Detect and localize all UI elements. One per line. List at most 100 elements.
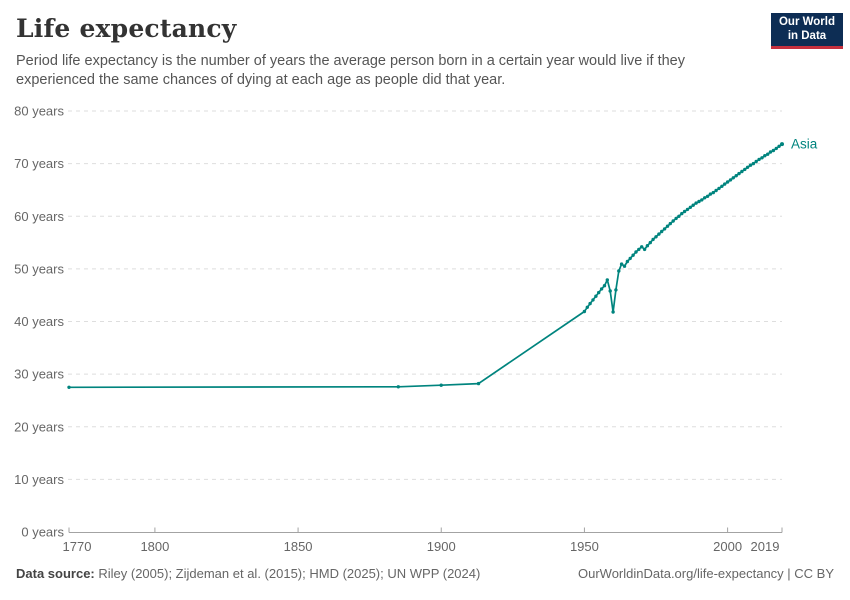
data-point-marker [597,290,601,295]
data-point-marker [731,176,735,180]
data-point-marker [608,289,612,293]
y-axis-label: 10 years [14,472,64,487]
data-point-marker [642,247,647,252]
y-axis-label: 0 years [21,525,64,540]
data-point-marker [625,259,630,264]
data-point-marker [634,250,638,254]
chart-header: Life expectancy Period life expectancy i… [16,14,721,91]
data-point-marker [700,198,704,202]
data-point-marker [476,381,481,386]
data-point-marker [671,219,675,223]
data-point-marker [439,383,443,387]
data-point-marker [708,192,713,196]
data-point-marker [591,298,595,302]
data-point-marker [614,288,618,292]
data-point-marker [777,144,781,148]
data-point-marker [611,310,615,314]
chart-subtitle: Period life expectancy is the number of … [16,53,685,89]
data-point-marker [745,165,750,169]
footer-link[interactable]: OurWorldinData.org/life-expectancy | CC … [577,566,834,581]
data-point-marker [720,184,724,188]
data-point-marker [651,237,655,242]
x-axis-label: 1770 [63,539,92,554]
data-point-marker [648,240,652,245]
data-point-marker [703,196,707,200]
x-axis-label: 1900 [427,539,456,554]
data-point-marker [657,232,661,236]
data-point-marker [766,152,770,156]
owid-logo-line1: Our World [778,16,835,28]
page-title: Life expectancy [16,14,237,43]
data-point-marker [723,182,727,186]
data-point-marker [774,146,778,151]
chart-footer: Data source: Riley (2005); Zijdeman et a… [0,566,850,581]
data-point-marker [705,194,710,198]
owid-logo[interactable]: Our World in Data [771,13,843,49]
data-point-marker [725,180,730,184]
data-point-marker [691,203,695,207]
y-axis-label: 40 years [14,314,64,329]
data-point-marker [396,385,400,389]
data-point-marker [711,190,715,195]
data-point-marker [582,309,587,314]
data-point-marker [617,269,621,273]
data-point-marker [685,207,690,212]
data-source-text: Riley (2005); Zijdeman et al. (2015); HM… [94,566,481,581]
data-point-marker [602,284,607,288]
data-point-marker [628,256,632,261]
data-point-marker [748,163,753,167]
asia-series-line[interactable] [68,143,783,389]
data-point-marker [662,227,667,231]
data-point-marker [594,294,598,298]
data-point-marker [734,174,738,178]
y-axis-label: 50 years [14,261,64,276]
y-axis-label: 70 years [14,156,64,171]
data-point-marker [682,209,687,214]
data-point-marker [622,264,627,268]
data-point-marker [737,171,741,176]
data-point-marker [585,305,589,309]
data-point-marker [754,159,758,164]
series-end-marker [780,142,784,147]
data-point-marker [67,385,71,389]
x-axis-label: 1850 [284,539,313,554]
data-point-marker [694,201,698,205]
owid-logo-line2: in Data [787,30,827,42]
x-axis-label: 2019 [751,539,780,554]
y-axis-label: 30 years [14,367,64,382]
x-axis-label: 1950 [570,539,599,554]
data-point-marker [660,229,664,234]
data-point-marker [751,161,756,166]
y-axis-label: 20 years [14,419,64,434]
data-point-marker [757,157,761,162]
data-point-marker [619,262,624,266]
data-point-marker [740,169,744,174]
data-point-marker [654,235,658,239]
data-point-marker [771,148,776,153]
data-point-marker [688,205,693,209]
data-point-marker [605,278,609,282]
data-point-marker [717,186,721,191]
data-point-marker [599,287,604,291]
y-axis-label: 60 years [14,209,64,224]
x-axis-label: 2000 [713,539,742,554]
data-point-marker [728,178,733,182]
series-label-asia[interactable]: Asia [791,137,818,152]
data-point-marker [668,221,672,226]
data-point-marker [768,150,773,154]
data-point-marker [640,245,644,249]
y-axis-label: 80 years [14,104,64,119]
data-point-marker [674,216,678,221]
data-point-marker [588,301,592,306]
data-point-marker [743,167,747,172]
data-point-marker [637,247,641,252]
data-point-marker [665,224,670,228]
data-point-marker [680,211,684,216]
x-axis-label: 1800 [140,539,169,554]
data-point-marker [697,199,701,204]
data-point-marker [645,244,650,248]
data-source-note: Data source: Riley (2005); Zijdeman et a… [16,566,480,581]
data-point-marker [677,214,681,218]
